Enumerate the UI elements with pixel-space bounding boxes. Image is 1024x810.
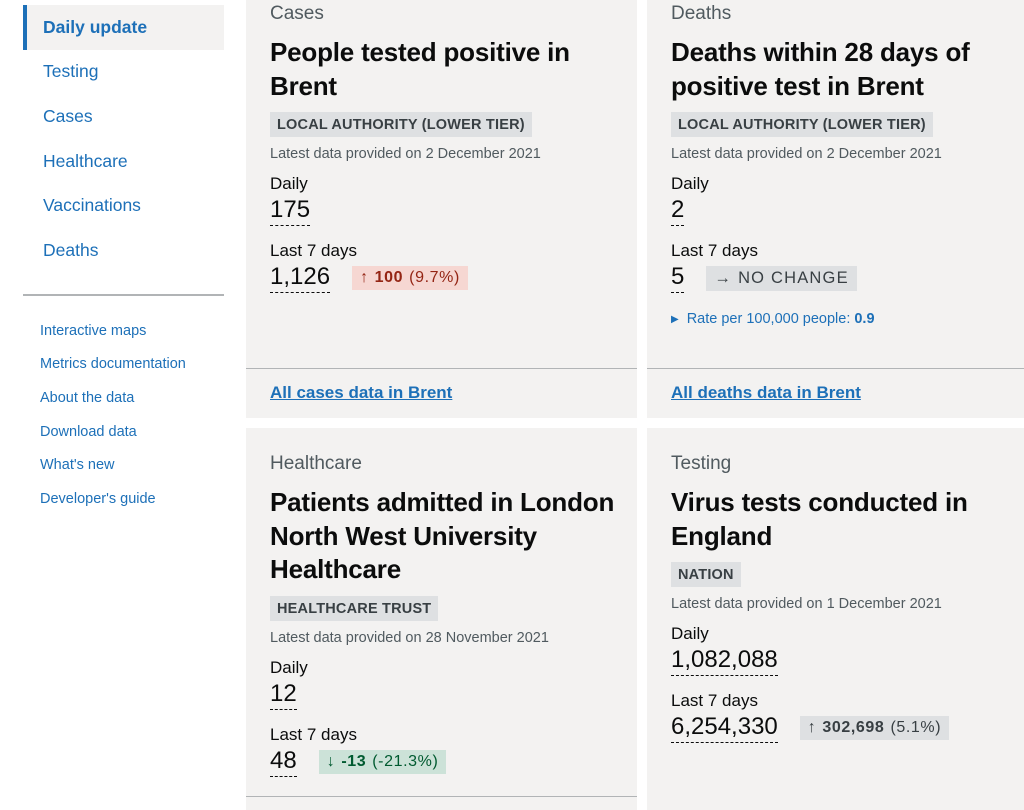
change-percent: (5.1%) bbox=[890, 719, 942, 736]
nav-item-deaths[interactable]: Deaths bbox=[43, 239, 99, 260]
change-badge: → NO CHANGE bbox=[706, 265, 857, 291]
card-caption: Testing bbox=[671, 453, 732, 474]
all-deaths-data-link[interactable]: All deaths data in Brent bbox=[671, 383, 861, 402]
daily-value[interactable]: 175 bbox=[270, 196, 311, 226]
nav-link-whats-new[interactable]: What's new bbox=[40, 457, 115, 474]
daily-label: Daily bbox=[671, 174, 709, 193]
last-7-days-label: Last 7 days bbox=[270, 724, 357, 744]
area-type-tag: HEALTHCARE TRUST bbox=[270, 595, 439, 621]
healthcare-card: Healthcare Patients admitted in London N… bbox=[246, 428, 637, 810]
last-7-days-label: Last 7 days bbox=[671, 241, 758, 260]
arrow-up-icon: ↑ bbox=[807, 719, 817, 736]
nav-label: Daily update bbox=[43, 16, 148, 37]
all-cases-data-link[interactable]: All cases data in Brent bbox=[270, 383, 453, 402]
nav-item-testing[interactable]: Testing bbox=[43, 61, 99, 82]
nav-link-about-the-data[interactable]: About the data bbox=[40, 389, 135, 406]
daily-label: Daily bbox=[270, 657, 308, 677]
arrow-down-icon: ↓ bbox=[326, 752, 336, 770]
deaths-card: Deaths Deaths within 28 days of positive… bbox=[647, 0, 1024, 418]
triangle-right-icon: ▶ bbox=[671, 313, 679, 325]
nav-item-daily-update[interactable]: Daily update bbox=[23, 5, 224, 50]
change-percent: (9.7%) bbox=[409, 269, 460, 286]
area-type-tag: NATION bbox=[671, 562, 741, 587]
card-caption: Cases bbox=[270, 3, 324, 24]
primary-nav: Daily update Testing Cases Healthcare Va… bbox=[23, 5, 224, 273]
sidebar-navigation: Daily update Testing Cases Healthcare Va… bbox=[0, 0, 246, 810]
testing-card: Testing Virus tests conducted in England… bbox=[647, 428, 1024, 810]
card-footer: All deaths data in Brent bbox=[647, 368, 1024, 418]
rate-label: Rate per 100,000 people: bbox=[686, 311, 851, 327]
nav-item-healthcare[interactable]: Healthcare bbox=[43, 150, 128, 171]
last-7-days-value[interactable]: 6,254,330 bbox=[671, 713, 778, 743]
card-title[interactable]: Patients admitted in London North West U… bbox=[270, 487, 615, 584]
daily-value[interactable]: 1,082,088 bbox=[671, 646, 778, 676]
nav-item-vaccinations[interactable]: Vaccinations bbox=[43, 195, 141, 216]
last-7-days-value[interactable]: 1,126 bbox=[270, 263, 331, 293]
no-change-text: NO CHANGE bbox=[738, 268, 849, 287]
last-7-days-value[interactable]: 48 bbox=[270, 747, 297, 777]
card-caption: Deaths bbox=[671, 3, 732, 24]
area-type-tag: LOCAL AUTHORITY (LOWER TIER) bbox=[270, 112, 532, 137]
nav-link-interactive-maps[interactable]: Interactive maps bbox=[40, 322, 147, 339]
card-footer: All cases data in Brent bbox=[246, 368, 637, 418]
card-footer-divider bbox=[246, 796, 637, 797]
nav-divider bbox=[23, 294, 224, 296]
cases-card: Cases People tested positive in Brent LO… bbox=[246, 0, 637, 418]
rate-per-100k-toggle[interactable]: ▶ Rate per 100,000 people: 0.9 bbox=[671, 311, 1004, 327]
last-7-days-label: Last 7 days bbox=[270, 241, 357, 260]
arrow-right-icon: → bbox=[714, 268, 733, 287]
latest-data-date: Latest data provided on 28 November 2021 bbox=[270, 629, 549, 646]
card-caption: Healthcare bbox=[270, 453, 362, 474]
daily-label: Daily bbox=[270, 174, 308, 193]
change-value: -13 bbox=[341, 752, 367, 770]
daily-value[interactable]: 12 bbox=[270, 680, 297, 710]
daily-label: Daily bbox=[671, 624, 709, 643]
change-badge: ↓ -13 (-21.3%) bbox=[318, 749, 447, 774]
last-7-days-value[interactable]: 5 bbox=[671, 263, 685, 293]
nav-item-cases[interactable]: Cases bbox=[43, 105, 93, 126]
last-7-days-label: Last 7 days bbox=[671, 691, 758, 710]
latest-data-date: Latest data provided on 2 December 2021 bbox=[270, 146, 541, 162]
card-title[interactable]: Virus tests conducted in England bbox=[671, 487, 968, 551]
daily-value[interactable]: 2 bbox=[671, 196, 685, 226]
nav-link-developers-guide[interactable]: Developer's guide bbox=[40, 490, 156, 507]
latest-data-date: Latest data provided on 1 December 2021 bbox=[671, 596, 942, 612]
latest-data-date: Latest data provided on 2 December 2021 bbox=[671, 146, 942, 162]
change-badge: ↑ 100 (9.7%) bbox=[352, 266, 468, 290]
change-badge: ↑ 302,698 (5.1%) bbox=[799, 716, 950, 740]
secondary-nav: Interactive maps Metrics documentation A… bbox=[40, 314, 186, 516]
rate-value: 0.9 bbox=[854, 311, 875, 327]
arrow-up-icon: ↑ bbox=[360, 269, 369, 286]
change-percent: (-21.3%) bbox=[372, 752, 439, 770]
card-title[interactable]: Deaths within 28 days of positive test i… bbox=[671, 37, 970, 101]
area-type-tag: LOCAL AUTHORITY (LOWER TIER) bbox=[671, 112, 933, 137]
nav-link-metrics-documentation[interactable]: Metrics documentation bbox=[40, 356, 186, 373]
change-value: 100 bbox=[374, 269, 404, 286]
card-title[interactable]: People tested positive in Brent bbox=[270, 37, 570, 101]
change-value: 302,698 bbox=[822, 719, 885, 736]
nav-link-download-data[interactable]: Download data bbox=[40, 423, 137, 440]
